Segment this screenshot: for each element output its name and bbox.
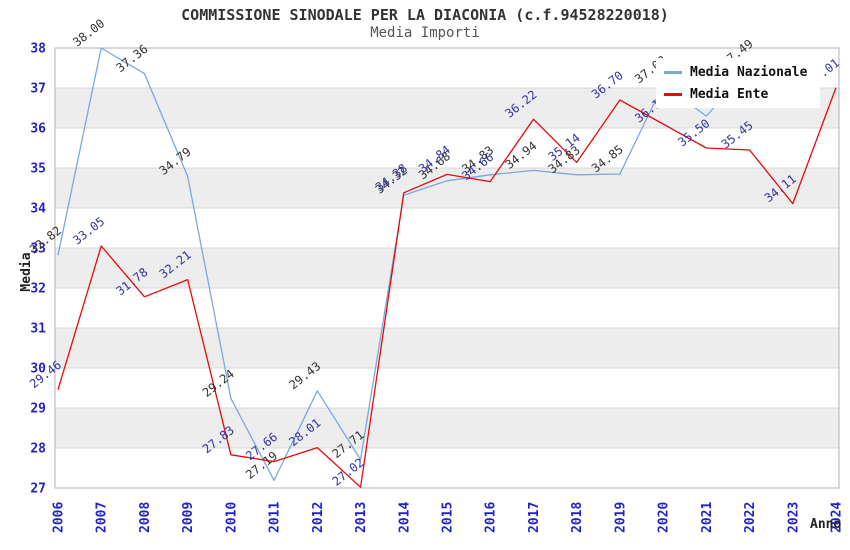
line-swatch-nazionale-icon <box>664 70 682 74</box>
y-tick-label: 32 <box>30 282 46 297</box>
x-tick-label: 2011 <box>268 502 283 533</box>
legend-label-nazionale: Media Nazionale <box>690 64 808 80</box>
y-tick-label: 31 <box>30 322 46 337</box>
x-tick-label: 2006 <box>52 502 67 533</box>
x-tick-label: 2008 <box>138 502 153 533</box>
x-tick-label: 2009 <box>181 502 196 533</box>
y-tick-label: 27 <box>30 482 46 497</box>
y-tick-label: 28 <box>30 442 46 457</box>
x-tick-label: 2020 <box>657 502 672 533</box>
y-tick-label: 29 <box>30 402 46 417</box>
x-tick-label: 2017 <box>527 502 542 533</box>
legend-item-media-ente: Media Ente <box>664 83 820 105</box>
point-label: 33.05 <box>70 214 107 247</box>
x-tick-label: 2012 <box>311 502 326 533</box>
y-tick-label: 30 <box>30 362 46 377</box>
x-tick-label: 2013 <box>354 502 369 533</box>
legend-label-ente: Media Ente <box>690 86 769 102</box>
x-tick-label: 2024 <box>830 502 845 533</box>
x-tick-label: 2022 <box>743 502 758 533</box>
y-tick-label: 36 <box>30 122 46 137</box>
x-tick-label: 2019 <box>613 502 628 533</box>
series-line-1 <box>57 87 837 488</box>
x-axis-title: Anno <box>810 517 841 532</box>
plot-band <box>55 248 839 288</box>
y-axis-title: Media <box>19 252 34 291</box>
y-tick-label: 35 <box>30 162 46 177</box>
chart-title: COMMISSIONE SINODALE PER LA DIACONIA (c.… <box>181 6 669 24</box>
x-tick-label: 2014 <box>397 502 412 533</box>
y-tick-label: 38 <box>30 42 46 57</box>
point-label: 29.24 <box>200 367 237 400</box>
y-tick-label: 34 <box>30 202 46 217</box>
y-tick-label: 33 <box>30 242 46 257</box>
plot-band <box>55 408 839 448</box>
line-swatch-ente-icon <box>664 92 682 96</box>
point-label: 38.00 <box>70 16 107 49</box>
legend-item-media-nazionale: Media Nazionale <box>664 61 820 83</box>
x-tick-label: 2018 <box>570 502 585 533</box>
x-tick-label: 2021 <box>700 502 715 533</box>
chart-subtitle: Media Importi <box>370 25 480 41</box>
x-tick-label: 2023 <box>786 502 801 533</box>
x-tick-label: 2007 <box>95 502 110 533</box>
plot-band <box>55 328 839 368</box>
x-tick-label: 2016 <box>484 502 499 533</box>
x-tick-label: 2015 <box>441 502 456 533</box>
plot-frame <box>54 47 840 489</box>
legend: Media Nazionale Media Ente <box>656 58 820 108</box>
x-tick-label: 2010 <box>224 502 239 533</box>
y-tick-label: 37 <box>30 82 46 97</box>
